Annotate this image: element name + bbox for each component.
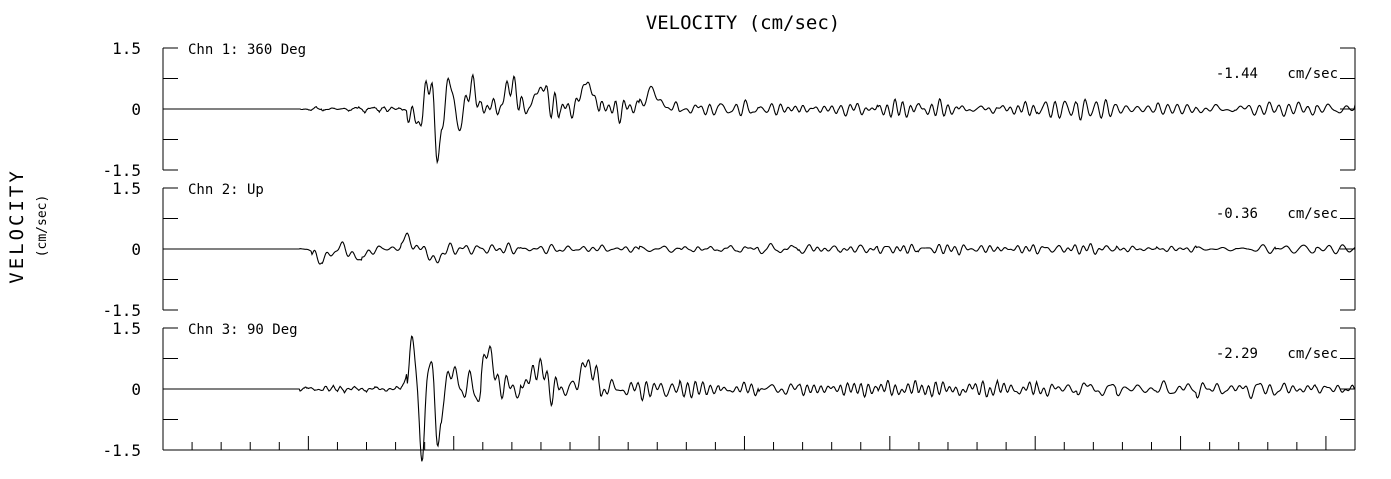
peak-value: -0.36 xyxy=(1216,206,1258,222)
y-tick-label: 0 xyxy=(131,100,141,119)
channel-label: Chn 2: Up xyxy=(188,182,264,198)
channel-label: Chn 3: 90 Deg xyxy=(188,322,298,338)
y-tick-label: -1.5 xyxy=(102,161,141,180)
y-tick-label: 0 xyxy=(131,380,141,399)
panel-3: 1.5 0 -1.5 Chn 3: 90 Deg -2.29 cm/sec xyxy=(102,319,1356,462)
y-tick-label: 1.5 xyxy=(112,319,141,338)
peak-units: cm/sec xyxy=(1287,206,1338,222)
panels-group: 1.5 0 -1.5 Chn 1: 360 Deg -1.44 cm/sec 1.5 0 -1.… xyxy=(102,39,1356,462)
peak-units: cm/sec xyxy=(1287,66,1338,82)
y-axis-units: (cm/sec) xyxy=(35,195,50,258)
y-axis-label: VELOCITY xyxy=(6,168,28,284)
velocity-trace xyxy=(163,335,1356,462)
channel-label: Chn 1: 360 Deg xyxy=(188,42,306,58)
y-tick-label: 0 xyxy=(131,240,141,259)
x-axis xyxy=(162,436,1356,451)
y-tick-label: -1.5 xyxy=(102,301,141,320)
velocity-trace xyxy=(163,232,1356,265)
panel-2: 1.5 0 -1.5 Chn 2: Up -0.36 cm/sec xyxy=(102,179,1356,320)
chart-title: VELOCITY (cm/sec) xyxy=(646,12,840,34)
y-tick-label: -1.5 xyxy=(102,441,141,460)
panel-1: 1.5 0 -1.5 Chn 1: 360 Deg -1.44 cm/sec xyxy=(102,39,1356,180)
peak-units: cm/sec xyxy=(1287,346,1338,362)
peak-value: -1.44 xyxy=(1216,66,1258,82)
y-tick-label: 1.5 xyxy=(112,39,141,58)
velocity-trace xyxy=(163,73,1356,165)
y-tick-label: 1.5 xyxy=(112,179,141,198)
peak-value: -2.29 xyxy=(1216,346,1258,362)
